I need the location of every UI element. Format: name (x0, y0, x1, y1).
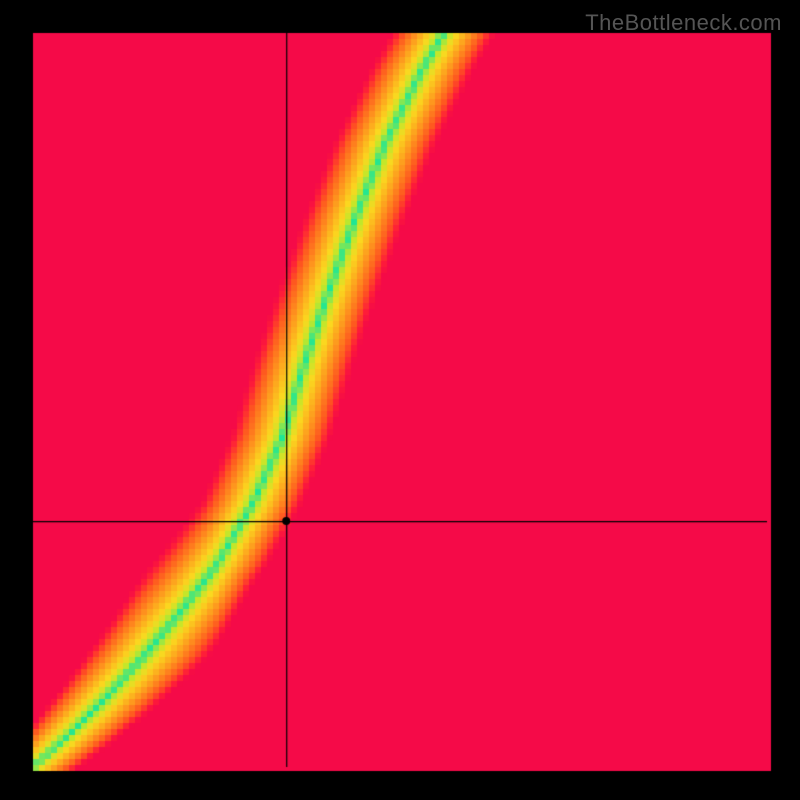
chart-container: TheBottleneck.com (0, 0, 800, 800)
heatmap-canvas (0, 0, 800, 800)
watermark-text: TheBottleneck.com (585, 10, 782, 36)
